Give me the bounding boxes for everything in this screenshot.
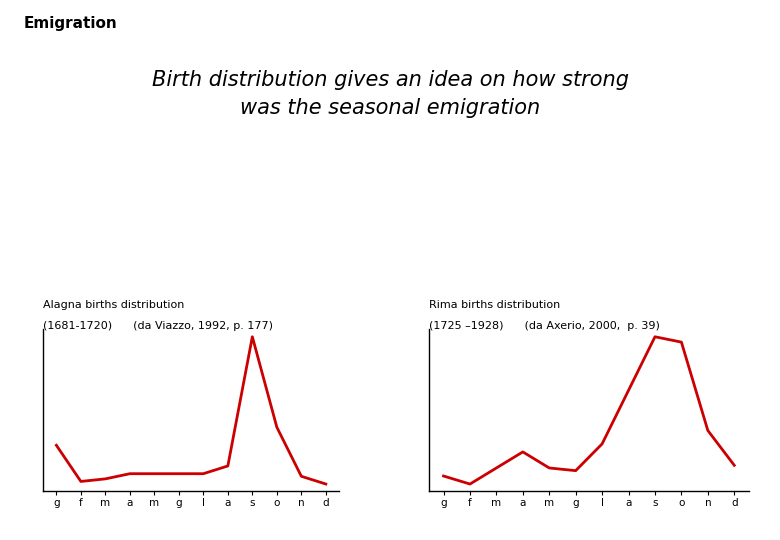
Text: Emigration: Emigration bbox=[23, 16, 117, 31]
Text: Rima births distribution: Rima births distribution bbox=[429, 300, 560, 310]
Text: (1725 –1928)      (da Axerio, 2000,  p. 39): (1725 –1928) (da Axerio, 2000, p. 39) bbox=[429, 321, 660, 332]
Text: Birth distribution gives an idea on how strong
was the seasonal emigration: Birth distribution gives an idea on how … bbox=[151, 70, 629, 118]
Text: Alagna births distribution: Alagna births distribution bbox=[43, 300, 184, 310]
Text: (1681-1720)      (da Viazzo, 1992, p. 177): (1681-1720) (da Viazzo, 1992, p. 177) bbox=[43, 321, 273, 332]
